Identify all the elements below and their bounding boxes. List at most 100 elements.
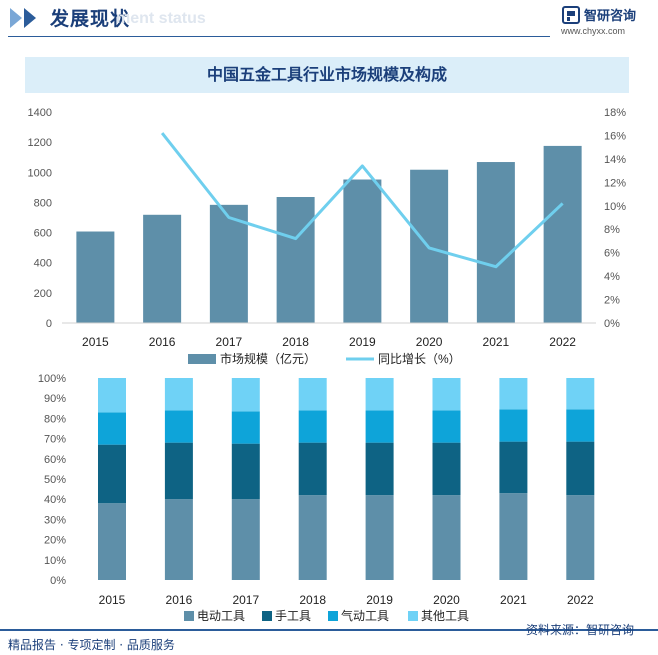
- hand-tools-segment: [432, 442, 461, 496]
- market-size-bar: [343, 179, 382, 323]
- other-tools-segment: [499, 378, 528, 410]
- y-tick-label: 800: [34, 197, 52, 209]
- other-tools-segment: [298, 378, 327, 411]
- x-tick-label: 2018: [299, 593, 326, 607]
- header: 发展现状 ment status 智研咨询 www.chyxx.com: [0, 0, 658, 40]
- growth-rate-line: [160, 132, 564, 269]
- y-tick-label: 50%: [44, 474, 66, 486]
- y-tick-label: 20%: [44, 535, 66, 547]
- x-tick-label: 2021: [483, 335, 510, 349]
- y-tick-label: 40%: [44, 494, 66, 506]
- legend-swatch: [328, 611, 338, 621]
- electric-tools-segment: [499, 493, 528, 580]
- legend-label-market-size: 市场规模（亿元）: [220, 351, 316, 366]
- y2-tick-label: 4%: [604, 271, 620, 283]
- market-size-bar: [476, 162, 515, 323]
- x-tick-label: 2020: [433, 593, 460, 607]
- header-divider: [8, 36, 550, 37]
- hand-tools-segment: [231, 443, 260, 500]
- chart-title-band: 中国五金工具行业市场规模及构成: [25, 57, 629, 93]
- electric-tools-segment: [98, 503, 126, 580]
- y-tick-label: 30%: [44, 514, 66, 526]
- y-tick-label: 70%: [44, 434, 66, 446]
- electric-tools-segment: [231, 499, 260, 580]
- pneumatic-tools-segment: [365, 410, 394, 443]
- pneumatic-tools-segment: [298, 410, 327, 443]
- electric-tools-segment: [432, 495, 461, 580]
- y2-tick-label: 12%: [604, 177, 626, 189]
- section-title: 发展现状: [50, 8, 131, 30]
- y-tick-label: 400: [34, 258, 52, 270]
- other-tools-segment: [98, 378, 126, 413]
- x-tick-label: 2021: [500, 593, 527, 607]
- legend-swatch: [408, 611, 418, 621]
- pneumatic-tools-segment: [98, 412, 126, 445]
- y2-tick-label: 0%: [604, 318, 620, 330]
- y2-tick-label: 10%: [604, 201, 626, 213]
- y-tick-label: 1200: [28, 137, 52, 149]
- x-tick-label: 2022: [549, 335, 576, 349]
- y-tick-label: 600: [34, 228, 52, 240]
- x-tick-label: 2015: [82, 335, 109, 349]
- y-tick-label: 80%: [44, 413, 66, 425]
- x-tick-label: 2016: [149, 335, 176, 349]
- electric-tools-segment: [164, 499, 193, 580]
- market-size-bar: [209, 204, 248, 323]
- y-tick-label: 90%: [44, 393, 66, 405]
- market-size-bar: [543, 145, 582, 323]
- y2-tick-label: 2%: [604, 295, 620, 307]
- brand-url: www.chyxx.com: [561, 26, 626, 36]
- x-tick-label: 2019: [349, 335, 376, 349]
- market-size-bar: [276, 197, 315, 323]
- legend-label: 手工具: [275, 609, 311, 623]
- hand-tools-segment: [365, 442, 394, 496]
- x-tick-label: 2020: [416, 335, 443, 349]
- market-size-bar: [143, 214, 182, 323]
- section-subtitle-ghost: ment status: [116, 10, 206, 27]
- market-size-bar: [76, 231, 115, 323]
- x-tick-label: 2017: [232, 593, 259, 607]
- y2-tick-label: 16%: [604, 130, 626, 142]
- x-tick-label: 2017: [216, 335, 243, 349]
- y-tick-label: 10%: [44, 555, 66, 567]
- pneumatic-tools-segment: [164, 410, 193, 443]
- y-tick-label: 0: [46, 318, 52, 330]
- other-tools-segment: [231, 378, 260, 412]
- brand-logo-icon: [562, 6, 580, 24]
- other-tools-segment: [164, 378, 193, 411]
- x-tick-label: 2019: [366, 593, 393, 607]
- pneumatic-tools-segment: [499, 409, 528, 442]
- y-tick-label: 1400: [28, 107, 52, 119]
- y2-tick-label: 14%: [604, 154, 626, 166]
- y2-tick-label: 6%: [604, 248, 620, 260]
- hand-tools-segment: [566, 441, 595, 496]
- brand-name: 智研咨询: [584, 9, 637, 24]
- x-tick-label: 2018: [282, 335, 309, 349]
- pneumatic-tools-segment: [231, 411, 260, 444]
- footer-source: 资料来源：智研咨询: [526, 623, 635, 637]
- legend-swatch: [262, 611, 272, 621]
- hand-tools-segment: [98, 444, 126, 504]
- legend-swatch-market-size: [188, 354, 216, 364]
- legend-label-growth: 同比增长（%）: [378, 352, 461, 366]
- y-tick-label: 60%: [44, 454, 66, 466]
- y2-tick-label: 18%: [604, 107, 626, 119]
- hand-tools-segment: [499, 441, 528, 494]
- y2-tick-label: 8%: [604, 224, 620, 236]
- x-tick-label: 2022: [567, 593, 594, 607]
- pneumatic-tools-segment: [566, 409, 595, 442]
- hand-tools-segment: [298, 442, 327, 496]
- electric-tools-segment: [365, 495, 394, 580]
- other-tools-segment: [566, 378, 595, 410]
- y-tick-label: 1000: [28, 167, 52, 179]
- legend-label: 其他工具: [421, 609, 469, 623]
- y-tick-label: 0%: [50, 575, 66, 587]
- other-tools-segment: [365, 378, 394, 411]
- legend-swatch: [184, 611, 194, 621]
- pneumatic-tools-segment: [432, 410, 461, 443]
- footer-divider: [0, 629, 658, 631]
- legend-label: 电动工具: [197, 609, 245, 623]
- other-tools-segment: [432, 378, 461, 411]
- y-tick-label: 100%: [38, 373, 66, 385]
